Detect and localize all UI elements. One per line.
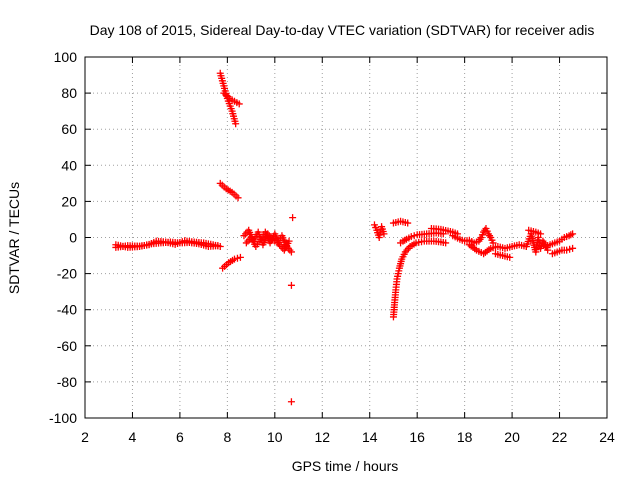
data-point xyxy=(287,281,295,289)
grid xyxy=(85,57,607,418)
x-tick-label: 4 xyxy=(129,429,137,445)
y-tick-label: -20 xyxy=(57,266,77,282)
y-tick-label: 40 xyxy=(61,157,77,173)
y-tick-label: 20 xyxy=(61,193,77,209)
data-point xyxy=(506,253,514,261)
x-tick-label: 14 xyxy=(362,429,378,445)
data-point xyxy=(234,194,242,202)
x-tick-label: 8 xyxy=(223,429,231,445)
data-point xyxy=(537,230,545,238)
data-point xyxy=(285,237,293,245)
data-point xyxy=(569,230,577,238)
data-points xyxy=(112,69,577,406)
x-axis-label: GPS time / hours xyxy=(292,458,399,474)
y-tick-labels: -100 -80 -60 -40 -20 0 20 40 60 80 100 xyxy=(49,49,77,426)
x-tick-label: 16 xyxy=(409,429,425,445)
x-tick-label: 10 xyxy=(267,429,283,445)
data-point xyxy=(442,239,450,247)
x-tick-label: 22 xyxy=(552,429,568,445)
y-tick-label: 100 xyxy=(54,49,78,65)
data-point xyxy=(287,398,295,406)
y-tick-label: -80 xyxy=(57,374,77,390)
y-tick-label: 60 xyxy=(61,121,77,137)
x-tick-labels: 2 4 6 8 10 12 14 16 18 20 22 24 xyxy=(81,429,615,445)
data-point xyxy=(380,230,388,238)
y-tick-label: -40 xyxy=(57,302,77,318)
x-tick-label: 12 xyxy=(314,429,330,445)
x-tick-label: 18 xyxy=(457,429,473,445)
data-point xyxy=(235,100,243,108)
tick-marks xyxy=(84,56,608,419)
y-tick-label: 80 xyxy=(61,85,77,101)
data-point xyxy=(569,244,577,252)
y-tick-label: -100 xyxy=(49,410,77,426)
data-point xyxy=(232,120,240,128)
x-tick-label: 24 xyxy=(599,429,615,445)
data-point xyxy=(214,242,222,250)
data-point xyxy=(236,253,244,261)
data-point xyxy=(287,248,295,256)
data-point xyxy=(404,219,412,227)
data-point xyxy=(289,214,297,222)
x-tick-label: 6 xyxy=(176,429,184,445)
x-tick-label: 2 xyxy=(81,429,89,445)
y-axis-label: SDTVAR / TECUs xyxy=(6,182,22,294)
x-tick-label: 20 xyxy=(504,429,520,445)
y-tick-label: -60 xyxy=(57,338,77,354)
y-tick-label: 0 xyxy=(69,230,77,246)
chart-title: Day 108 of 2015, Sidereal Day-to-day VTE… xyxy=(90,22,595,38)
